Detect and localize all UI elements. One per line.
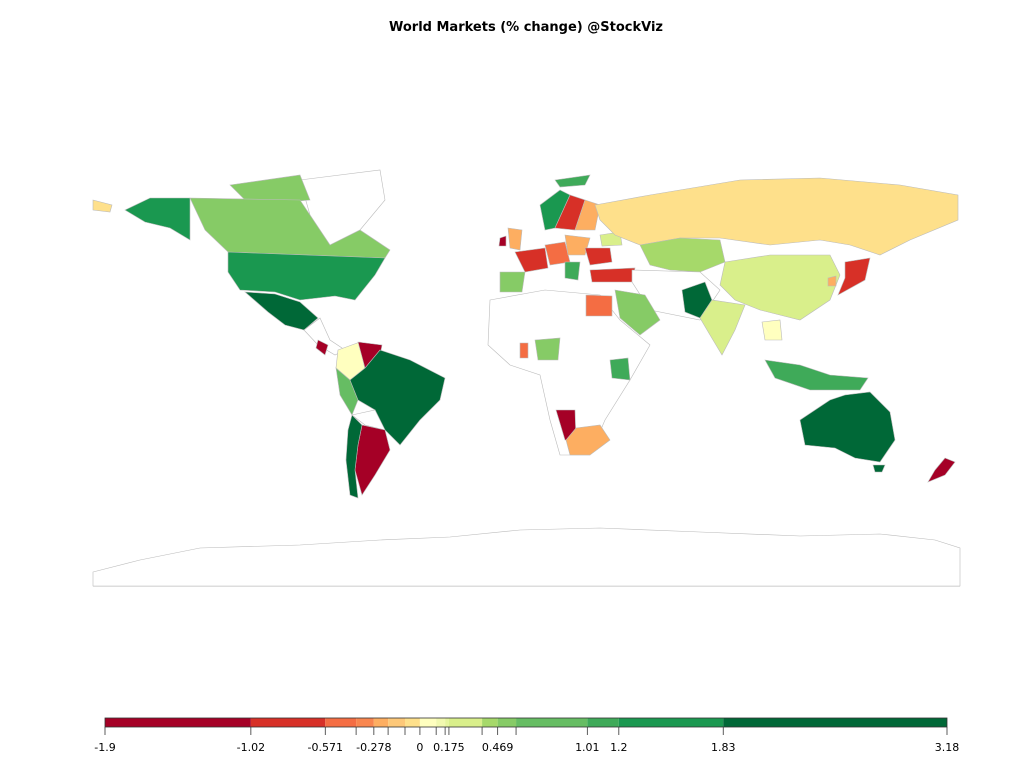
country — [609, 357, 631, 381]
country — [799, 391, 896, 463]
country — [229, 174, 311, 206]
country — [514, 247, 549, 273]
tick-label: 3.18 — [935, 741, 960, 754]
legend-swatch — [405, 718, 420, 727]
legend-swatch — [587, 718, 619, 727]
country — [699, 299, 746, 356]
legend-swatch — [356, 718, 374, 727]
country — [315, 339, 329, 356]
country — [345, 414, 363, 499]
legend-swatch — [448, 718, 483, 727]
country — [564, 261, 581, 281]
country — [764, 359, 869, 391]
country — [719, 254, 841, 321]
landmass — [92, 527, 961, 587]
country — [564, 234, 591, 256]
country — [92, 199, 113, 213]
country — [594, 177, 959, 256]
map — [92, 169, 961, 587]
country — [544, 241, 571, 266]
country — [349, 349, 446, 446]
legend-swatch — [723, 718, 947, 727]
tick-label: 1.83 — [711, 741, 736, 754]
country — [565, 424, 611, 456]
tick-label: 0.469 — [482, 741, 514, 754]
legend-swatch — [388, 718, 406, 727]
legend-swatch — [618, 718, 724, 727]
country — [335, 367, 359, 416]
country — [589, 267, 636, 283]
legend-swatch — [436, 718, 446, 727]
country — [639, 237, 726, 273]
legend-swatch — [373, 718, 389, 727]
country — [354, 424, 391, 496]
tick-label: -0.278 — [356, 741, 391, 754]
legend-swatch — [445, 718, 449, 727]
tick-label: 1.01 — [575, 741, 600, 754]
legend: -1.9 -1.02 -0.571 -0.278 0 0.175 0.469 1.01 1.2 1… — [94, 717, 960, 754]
tick-label: 0.175 — [433, 741, 465, 754]
legend-swatch — [105, 718, 251, 727]
country — [124, 197, 191, 241]
country — [827, 275, 837, 287]
legend-swatch — [516, 718, 588, 727]
legend-frame — [104, 717, 948, 728]
tick-label: -1.9 — [94, 741, 115, 754]
country — [244, 291, 319, 331]
tick-label: 1.2 — [610, 741, 628, 754]
country — [554, 174, 591, 188]
country — [927, 457, 956, 483]
chart-title: World Markets (% change) @StockViz — [389, 20, 663, 35]
country — [499, 271, 526, 293]
country — [574, 199, 601, 231]
country — [189, 197, 391, 259]
country — [507, 227, 523, 251]
country — [872, 464, 886, 473]
legend-swatch — [325, 718, 357, 727]
country — [227, 251, 386, 301]
legend-swatch — [250, 718, 326, 727]
country — [761, 319, 783, 341]
country — [614, 289, 661, 336]
country — [519, 342, 529, 359]
country — [584, 247, 613, 266]
tick-label: -0.571 — [308, 741, 343, 754]
country — [498, 235, 507, 247]
legend-swatch — [419, 718, 437, 727]
tick-label: -1.02 — [237, 741, 265, 754]
legend-swatch — [482, 718, 498, 727]
country — [837, 257, 871, 296]
country — [534, 337, 561, 361]
tick-label: 0 — [416, 741, 423, 754]
country — [585, 294, 613, 317]
legend-swatch — [497, 718, 517, 727]
